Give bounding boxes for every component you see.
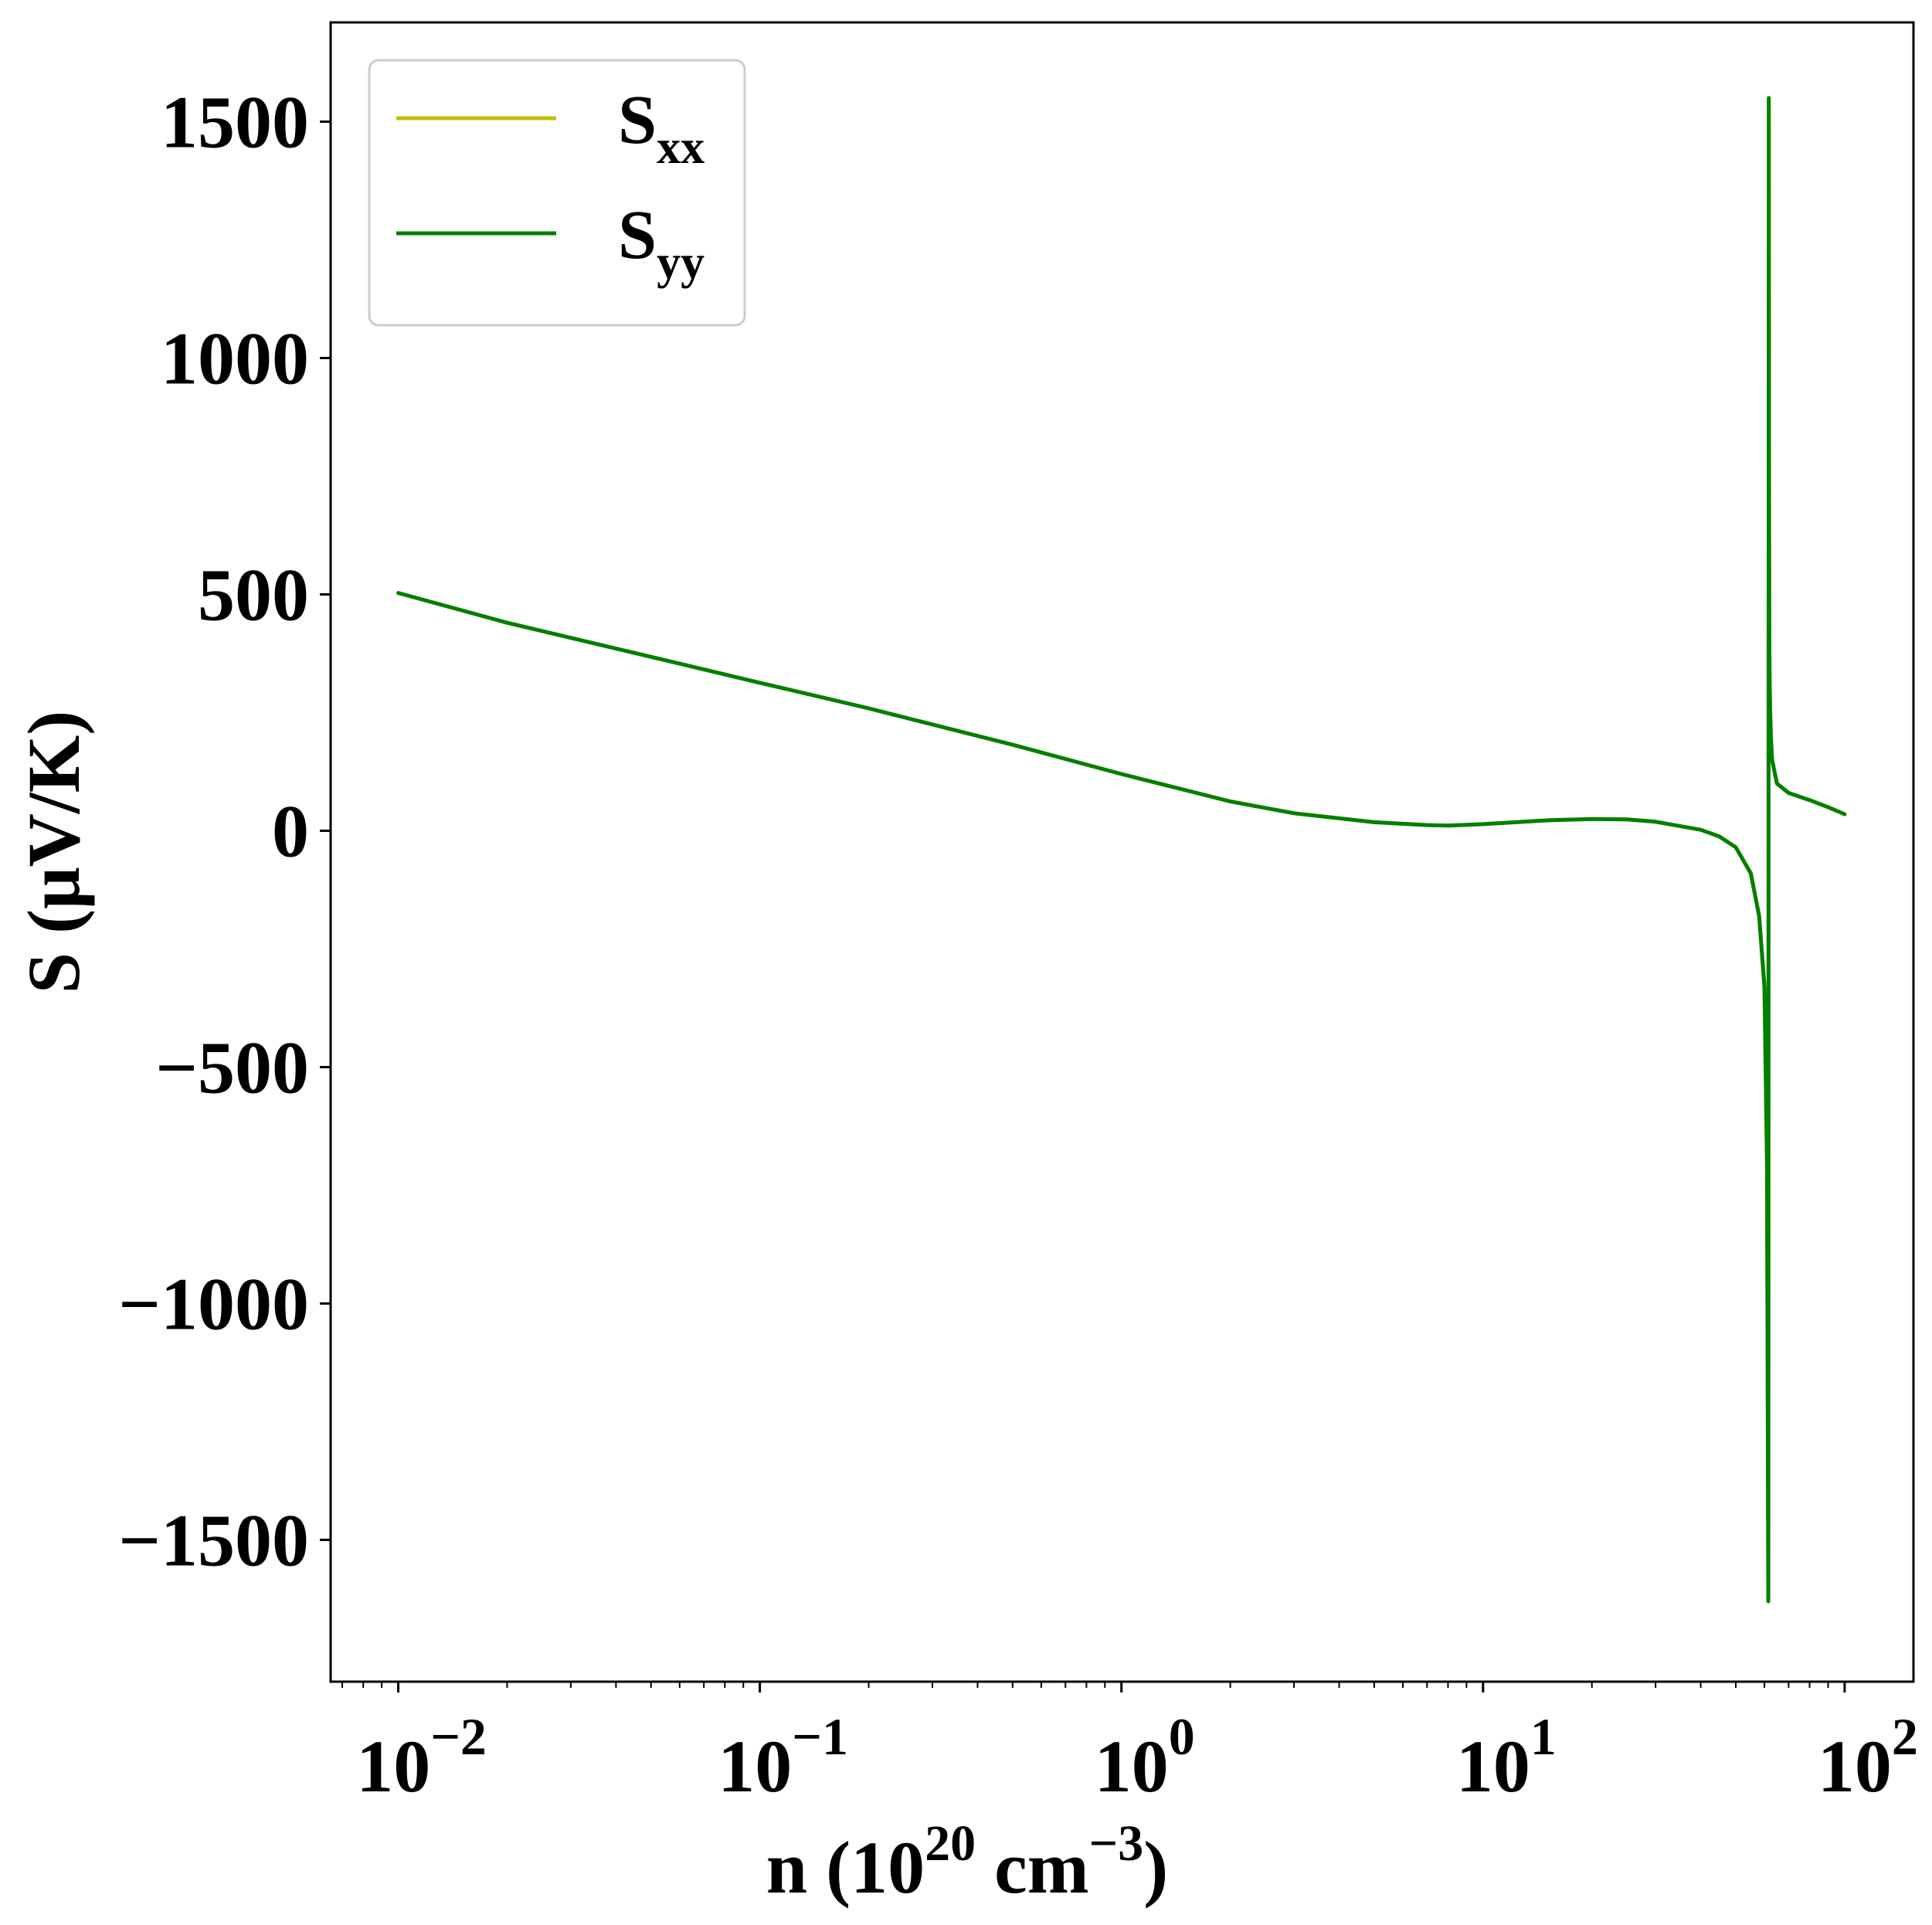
x-tick-label: 10−2 — [356, 1707, 487, 1808]
x-tick-label: 102 — [1818, 1707, 1918, 1808]
y-tick-label: 500 — [198, 553, 309, 636]
legend: Sxx Syy — [368, 59, 746, 327]
legend-label-sxx: Sxx — [618, 82, 705, 174]
series-layer — [396, 96, 1847, 1604]
x-tick-label: 10−1 — [718, 1707, 848, 1808]
y-axis-ticks: 1500 1000 500 0 −500 −1000 −1500 — [118, 81, 331, 1581]
y-tick-label: 0 — [272, 789, 309, 872]
y-tick-label: −500 — [155, 1026, 309, 1108]
y-tick-label: 1000 — [161, 317, 309, 399]
legend-box — [368, 59, 746, 327]
y-tick-label: −1000 — [118, 1262, 309, 1345]
x-tick-label: 100 — [1095, 1707, 1195, 1808]
legend-label-syy: Syy — [618, 197, 705, 289]
y-tick-label: 1500 — [161, 81, 309, 164]
x-axis-ticks: 10−2 10−1 100 101 102 — [341, 1682, 1918, 1808]
x-tick-label: 101 — [1456, 1707, 1557, 1808]
y-tick-label: −1500 — [118, 1499, 309, 1581]
y-axis-label: S (μV/K) — [12, 711, 95, 993]
series-line-syy — [396, 96, 1847, 1604]
x-axis-label: n (1020 cm−3) — [766, 1815, 1169, 1909]
